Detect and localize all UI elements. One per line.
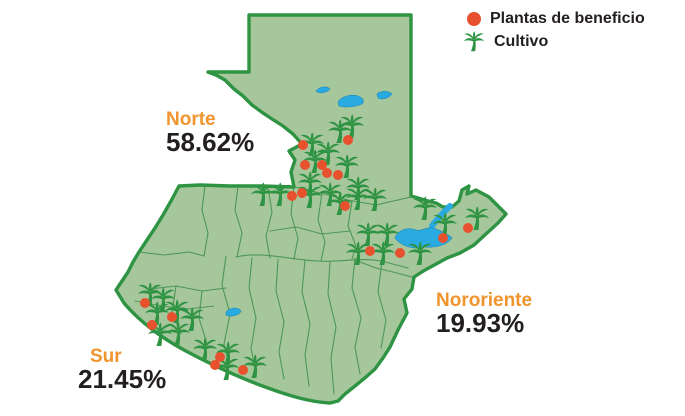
- legend-item-plantas: Plantas de beneficio: [463, 10, 645, 28]
- palm-tree-icon: [463, 31, 485, 52]
- planta-beneficio-dot: [395, 248, 405, 258]
- legend-item-cultivo: Cultivo: [463, 31, 645, 53]
- planta-beneficio-dot: [238, 365, 248, 375]
- planta-beneficio-dot: [215, 352, 225, 362]
- planta-beneficio-dot: [298, 140, 308, 150]
- region-value: 58.62%: [166, 127, 255, 158]
- region-name: Norte: [166, 109, 216, 130]
- lake-atitlan: [225, 307, 242, 317]
- planta-beneficio-dot: [463, 223, 473, 233]
- planta-beneficio-dot: [300, 160, 310, 170]
- planta-beneficio-dot: [365, 246, 375, 256]
- lake-peten-itza: [337, 94, 364, 108]
- region-value: 21.45%: [78, 364, 167, 395]
- region-label-nororiente: Nororiente 19.93%: [436, 291, 532, 337]
- plantas-de-beneficio-dot-icon: [467, 12, 481, 26]
- planta-beneficio-dot: [167, 312, 177, 322]
- planta-beneficio-dot: [297, 188, 307, 198]
- planta-beneficio-dot: [147, 320, 157, 330]
- planta-beneficio-dot: [438, 233, 448, 243]
- region-name: Nororiente: [436, 290, 533, 311]
- small-lake-west: [315, 86, 331, 94]
- legend-label-cultivo: Cultivo: [494, 33, 549, 50]
- small-lake-east: [376, 91, 393, 100]
- region-value: 19.93%: [436, 308, 525, 339]
- planta-beneficio-dot: [322, 168, 332, 178]
- planta-beneficio-dot: [210, 360, 220, 370]
- planta-beneficio-dot: [287, 191, 297, 201]
- planta-beneficio-dot: [140, 298, 150, 308]
- planta-beneficio-dot: [317, 160, 327, 170]
- region-name: Sur: [90, 346, 122, 367]
- planta-beneficio-dot: [333, 170, 343, 180]
- plantas-layer: [140, 135, 473, 375]
- legend: Plantas de beneficio Cultivo: [463, 10, 645, 53]
- planta-beneficio-dot: [343, 135, 353, 145]
- planta-beneficio-dot: [340, 201, 350, 211]
- region-label-norte: Norte 58.62%: [166, 110, 254, 156]
- legend-label-plantas: Plantas de beneficio: [490, 10, 645, 27]
- region-label-sur: Sur 21.45%: [78, 347, 166, 393]
